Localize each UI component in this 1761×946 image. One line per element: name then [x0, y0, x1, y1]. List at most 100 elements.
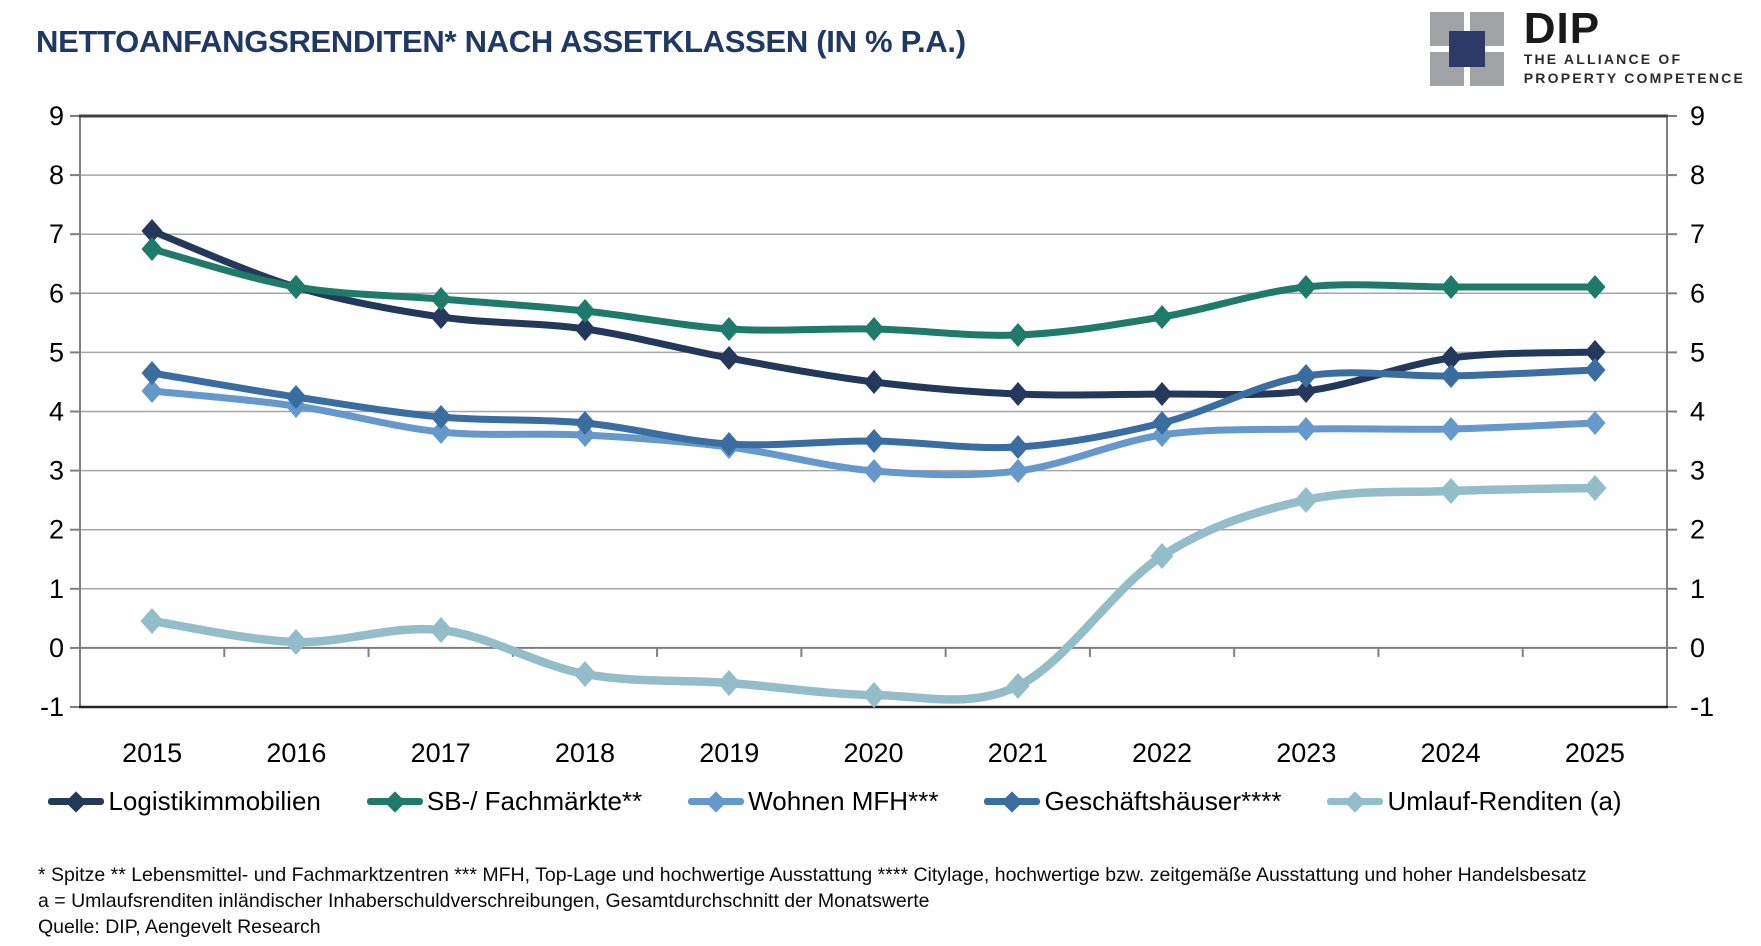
legend-label: SB-/ Fachmärkte**: [426, 786, 643, 816]
series-4-point-2021: [1007, 435, 1029, 459]
y-axis-label-left: 7: [49, 219, 64, 249]
x-axis-label: 2024: [1421, 738, 1481, 768]
logo-wordmark: DIP: [1523, 4, 1601, 53]
dip-logo: DIP THE ALLIANCE OF PROPERTY COMPETENCE: [1428, 4, 1745, 88]
series-5-point-2019: [717, 670, 741, 696]
y-axis-label-right: 6: [1690, 278, 1705, 308]
logo-center-square: [1448, 31, 1485, 67]
legend-label: Logistikimmobilien: [108, 786, 321, 816]
series-1-point-2024: [1440, 346, 1462, 370]
series-5-point-2021: [1006, 673, 1030, 699]
series-5-point-2025: [1583, 475, 1607, 501]
y-axis-label-right: 5: [1690, 337, 1705, 367]
x-axis-label: 2016: [266, 738, 326, 768]
y-axis-label-left: 0: [49, 633, 64, 663]
y-axis-label-right: 3: [1690, 456, 1705, 486]
x-axis-label: 2019: [699, 738, 759, 768]
y-axis-label-left: 3: [49, 456, 64, 486]
series-4-point-2020: [863, 429, 885, 453]
series-1-point-2020: [863, 370, 885, 394]
series-5-point-2015: [140, 608, 164, 634]
legend-item-logistikimmobilien: Logistikimmobilien: [48, 786, 321, 817]
series-1-point-2022: [1151, 382, 1173, 406]
legend-item-umlauf-renditen: Umlauf-Renditen (a): [1327, 786, 1622, 817]
y-axis-label-right: -1: [1690, 692, 1714, 722]
series-3-point-2023: [1295, 417, 1317, 441]
chart-legend: Logistikimmobilien SB-/ Fachmärkte** Woh…: [48, 786, 1622, 817]
series-1-point-2021: [1007, 382, 1029, 406]
series-1-point-2019: [718, 346, 740, 370]
logo-tagline-2: PROPERTY COMPETENCE: [1523, 70, 1745, 86]
series-5-point-2020: [862, 682, 886, 708]
x-axis-label: 2023: [1276, 738, 1336, 768]
series-2-point-2016: [285, 275, 307, 299]
series-5-point-2017: [429, 617, 453, 643]
y-axis-label-right: 1: [1690, 574, 1705, 604]
series-5-point-2023: [1294, 487, 1318, 513]
dip-logo-mark-icon: [1428, 10, 1508, 88]
y-axis-label-right: 2: [1690, 515, 1705, 545]
series-1-point-2015: [141, 219, 163, 243]
series-4-point-2019: [718, 432, 740, 456]
series-4-point-2025: [1584, 358, 1606, 382]
y-axis-label-left: 4: [49, 397, 64, 427]
x-axis-label: 2018: [555, 738, 615, 768]
logo-text: DIP THE ALLIANCE OF PROPERTY COMPETENCE: [1523, 4, 1745, 88]
footnote-line-2: a = Umlaufsrenditen inländischer Inhaber…: [38, 890, 930, 912]
y-axis-label-left: 9: [49, 101, 64, 131]
series-3-point-2021: [1007, 459, 1029, 483]
legend-line-diamond-icon: [984, 790, 1041, 814]
y-axis-label-right: 9: [1690, 101, 1705, 131]
series-2-point-2021: [1007, 323, 1029, 347]
legend-line-diamond-icon: [366, 790, 423, 814]
series-2-point-2017: [430, 287, 452, 311]
x-axis-label: 2015: [122, 738, 182, 768]
series-2-point-2025: [1584, 275, 1606, 299]
legend-item-wohnen-mfh: Wohnen MFH***: [688, 786, 938, 817]
legend-item-sb-fachmaerkte: SB-/ Fachmärkte**: [366, 786, 643, 817]
series-3-point-2017: [430, 420, 452, 444]
legend-item-geschaeftshaeuser: Geschäftshäuser****: [984, 786, 1281, 817]
x-axis-label: 2025: [1565, 738, 1625, 768]
y-axis-label-right: 7: [1690, 219, 1705, 249]
series-5-point-2016: [284, 629, 308, 655]
y-axis-label-left: 6: [49, 278, 64, 308]
series-2-point-2023: [1295, 275, 1317, 299]
series-1-point-2023: [1295, 379, 1317, 403]
y-axis-label-left: -1: [40, 692, 64, 722]
x-axis-label: 2021: [988, 738, 1048, 768]
series-2-point-2024: [1440, 275, 1462, 299]
y-axis-label-right: 0: [1690, 633, 1705, 663]
series-5-point-2024: [1439, 478, 1463, 504]
series-3-point-2015: [141, 379, 163, 403]
series-4-point-2022: [1151, 411, 1173, 435]
series-2-point-2020: [863, 317, 885, 341]
series-1-point-2025: [1584, 340, 1606, 364]
legend-line-diamond-icon: [1327, 790, 1384, 814]
y-axis-label-left: 1: [49, 574, 64, 604]
series-2-point-2019: [718, 317, 740, 341]
series-2-point-2018: [574, 299, 596, 323]
legend-line-diamond-icon: [688, 790, 745, 814]
y-axis-label-right: 4: [1690, 397, 1705, 427]
footnote-line-1: * Spitze ** Lebensmittel- und Fachmarktz…: [38, 864, 1587, 886]
series-5-point-2018: [573, 661, 597, 687]
series-5-point-2022: [1150, 543, 1174, 569]
y-axis-label-left: 2: [49, 515, 64, 545]
series-3-point-2020: [863, 459, 885, 483]
series-5-line: [147, 483, 1600, 704]
legend-label: Umlauf-Renditen (a): [1387, 786, 1622, 816]
y-axis-label-left: 8: [49, 160, 64, 190]
series-2-point-2015: [141, 237, 163, 261]
footnote-line-3: Quelle: DIP, Aengevelt Research: [38, 916, 321, 938]
chart-title: NETTOANFANGSRENDITEN* NACH ASSETKLASSEN …: [36, 24, 966, 59]
legend-label: Geschäftshäuser****: [1044, 786, 1282, 816]
series-4-point-2015: [141, 361, 163, 385]
legend-label: Wohnen MFH***: [748, 786, 939, 816]
series-4-point-2016: [285, 385, 307, 409]
series-4-point-2017: [430, 405, 452, 429]
x-axis-label: 2017: [411, 738, 471, 768]
x-axis-label: 2022: [1132, 738, 1192, 768]
series-3-point-2024: [1440, 417, 1462, 441]
